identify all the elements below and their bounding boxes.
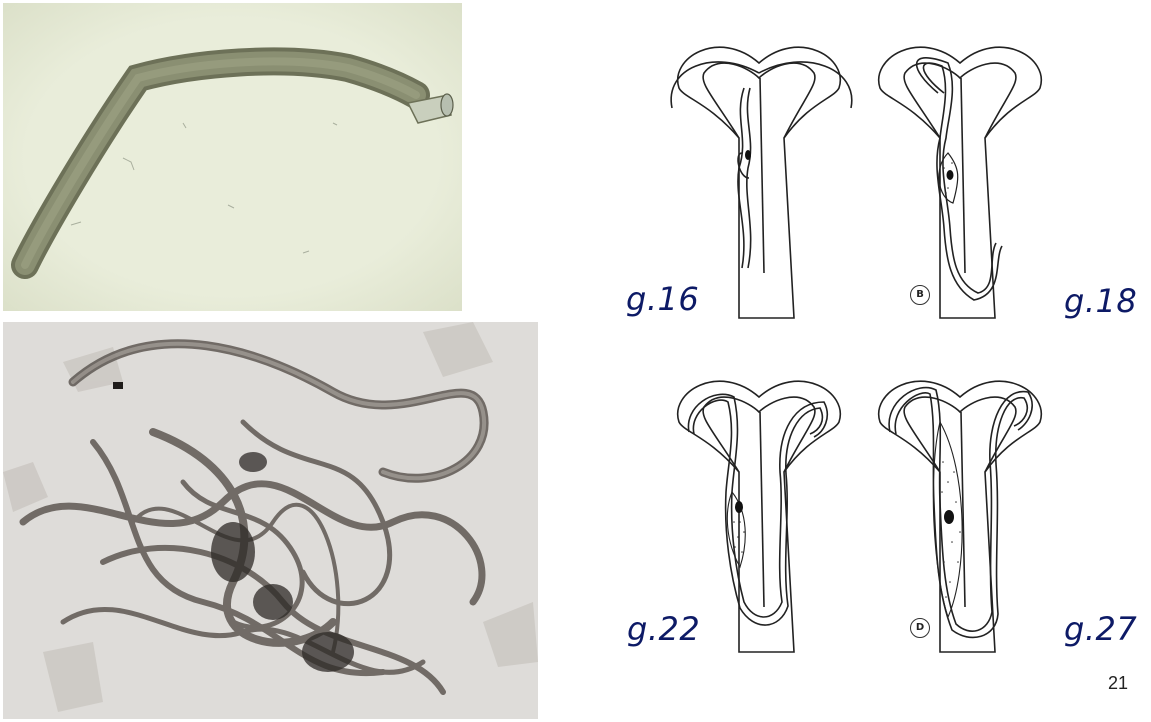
diagram-stage-27 [877,380,1043,653]
stage-label-g22: g.22 [627,610,701,648]
stage-label-g16: g.16 [626,280,700,318]
micrograph-tangled-tubes-image [3,322,538,719]
page-number: 21 [1108,673,1129,693]
micrograph-single-tube [3,3,462,311]
panel-marker-d: D [910,618,930,638]
stage-label-g27: g.27 [1064,610,1138,648]
diagram-stage-22 [676,380,842,653]
panel-marker-b: B [910,285,930,305]
diagram-stage-18 [877,46,1043,319]
micrograph-single-tube-image [3,3,462,311]
diagram-stage-16 [670,46,853,319]
micrograph-tangled-tubes [3,322,538,719]
stage-label-g18: g.18 [1064,282,1138,320]
